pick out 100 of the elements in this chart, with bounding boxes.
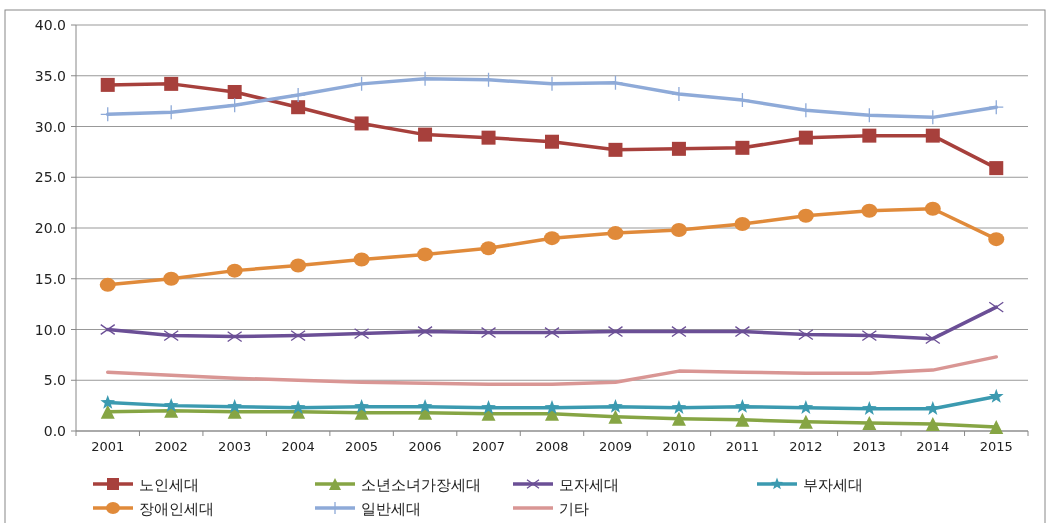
point [163,271,180,286]
point [798,130,813,145]
point [861,330,877,342]
point [290,258,307,273]
point [798,414,813,429]
point [988,301,1004,313]
legend-label: 노인세대 [139,476,199,494]
point [163,330,179,342]
point [100,323,116,336]
point [735,140,750,155]
x-tick-label: 2004 [281,439,315,454]
x-tick-label: 2002 [154,439,188,454]
y-tick-label: 30.0 [34,118,66,135]
x-tick-label: 2011 [725,439,759,454]
y-tick-label: 25.0 [34,169,66,186]
point [481,399,496,414]
point [544,327,560,339]
point [99,277,116,292]
legend-label: 일반세대 [361,500,421,518]
point [227,84,242,99]
x-tick-label: 2003 [218,439,252,454]
x-tick-label: 2007 [471,439,506,454]
point [354,116,369,131]
x-tick-label: 2015 [979,439,1013,454]
point [925,128,940,143]
point [862,415,877,430]
point [862,400,877,415]
point [861,203,878,218]
point [290,87,306,103]
point [353,328,370,340]
point [164,76,179,91]
legend-label: 장애인세대 [139,500,214,518]
point [608,398,623,413]
point [545,134,559,149]
point [226,263,243,278]
point [607,325,624,338]
x-tick-label: 2001 [91,439,125,454]
point [480,327,497,339]
point [798,399,814,414]
point [670,223,687,238]
point [988,232,1005,247]
y-tick-label: 0.0 [43,423,66,439]
point [797,208,814,223]
x-tick-label: 2010 [662,439,696,454]
point [353,252,370,267]
point [481,130,496,145]
point [608,409,623,424]
point [988,388,1004,403]
point [354,398,369,413]
legend-label: 부자세대 [803,476,863,494]
point [290,330,306,342]
point [480,241,497,256]
point [291,100,306,115]
x-tick-label: 2013 [852,439,886,454]
point [989,161,1004,176]
point [925,333,941,345]
point [988,99,1004,115]
point [608,142,623,157]
point [925,416,940,431]
point [290,399,306,414]
point [735,412,750,427]
point [735,398,750,413]
point [227,398,242,413]
point [862,128,877,143]
point [544,399,560,414]
x-tick-label: 2008 [535,439,569,454]
point [163,397,179,412]
point [100,404,115,419]
x-tick-label: 2014 [916,439,950,454]
x-tick-label: 2006 [408,439,442,454]
point [544,231,560,246]
y-tick-label: 40.0 [34,17,66,33]
x-tick-label: 2005 [345,439,379,454]
point [671,399,687,414]
x-tick-label: 2012 [789,439,823,454]
point [989,419,1004,434]
y-tick-label: 10.0 [34,321,66,338]
y-tick-label: 5.0 [43,372,66,389]
x-tick-label: 2009 [598,439,633,454]
point [734,216,751,231]
point [607,226,624,241]
legend-label: 모자세대 [559,476,619,494]
point [418,127,433,142]
point [100,77,115,92]
point [924,201,941,216]
y-tick-label: 15.0 [34,270,66,287]
legend-label: 소년소녀가장세대 [361,476,481,494]
y-tick-label: 20.0 [34,220,66,236]
point [671,411,686,426]
point [671,141,686,156]
point [734,325,751,338]
point [227,331,243,343]
point [100,394,116,409]
point [417,398,433,413]
legend-label: 기타 [559,500,589,518]
point [417,247,434,262]
point [798,329,814,341]
point [417,325,433,338]
point [671,325,687,338]
y-tick-label: 35.0 [34,67,66,84]
